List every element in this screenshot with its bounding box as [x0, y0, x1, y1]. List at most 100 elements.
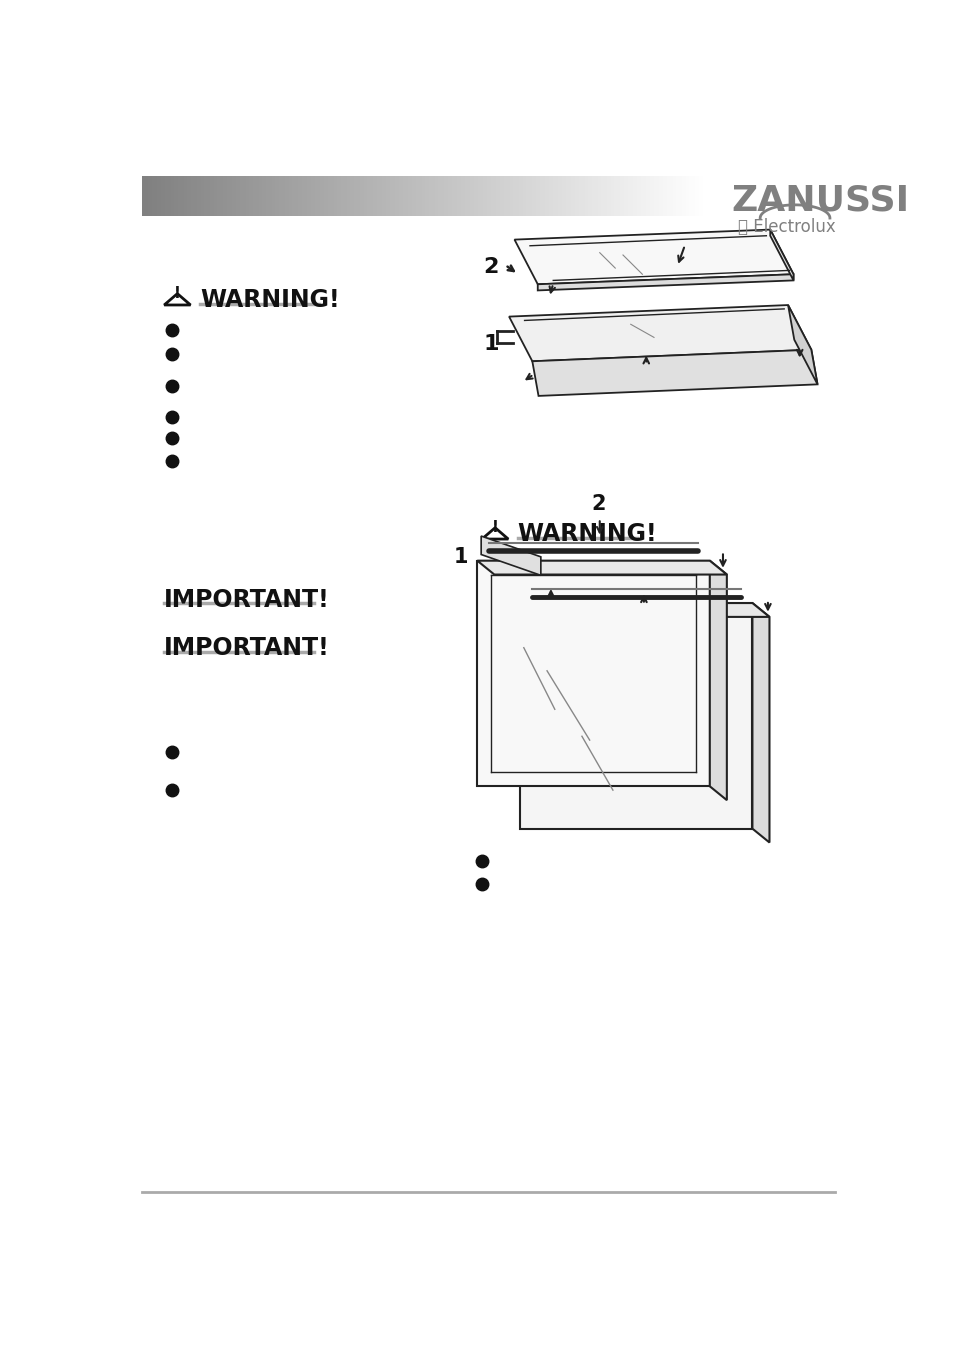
- Bar: [352, 176, 354, 217]
- Bar: [679, 176, 681, 217]
- Bar: [251, 176, 253, 217]
- Polygon shape: [519, 603, 752, 829]
- Bar: [191, 176, 193, 217]
- Bar: [546, 176, 548, 217]
- Bar: [520, 176, 522, 217]
- Bar: [150, 176, 152, 217]
- Bar: [412, 176, 414, 217]
- Bar: [660, 176, 662, 217]
- Bar: [548, 176, 550, 217]
- Bar: [202, 176, 204, 217]
- Bar: [334, 176, 335, 217]
- Text: WARNING!: WARNING!: [517, 522, 657, 546]
- Bar: [491, 176, 492, 217]
- Bar: [161, 176, 163, 217]
- Bar: [456, 176, 458, 217]
- Text: ZANUSSI: ZANUSSI: [731, 183, 908, 217]
- Bar: [474, 176, 476, 217]
- Polygon shape: [476, 561, 709, 786]
- Bar: [231, 176, 233, 217]
- Bar: [146, 176, 148, 217]
- Bar: [681, 176, 683, 217]
- Text: !: !: [173, 286, 181, 301]
- Bar: [340, 176, 342, 217]
- Bar: [543, 176, 544, 217]
- Bar: [501, 176, 503, 217]
- Bar: [193, 176, 194, 217]
- Bar: [243, 176, 245, 217]
- Bar: [561, 176, 563, 217]
- Bar: [451, 176, 453, 217]
- Bar: [373, 176, 375, 217]
- Bar: [355, 176, 357, 217]
- Bar: [472, 176, 474, 217]
- Bar: [550, 176, 552, 217]
- Bar: [266, 176, 268, 217]
- Bar: [614, 176, 616, 217]
- Bar: [294, 176, 295, 217]
- Text: !: !: [491, 520, 498, 535]
- Bar: [262, 176, 264, 217]
- Bar: [221, 176, 223, 217]
- Bar: [427, 176, 429, 217]
- Bar: [513, 176, 515, 217]
- Bar: [408, 176, 410, 217]
- Bar: [492, 176, 494, 217]
- Bar: [233, 176, 234, 217]
- Polygon shape: [509, 305, 810, 362]
- Bar: [419, 176, 421, 217]
- Bar: [616, 176, 618, 217]
- Text: ⓔ Electrolux: ⓔ Electrolux: [737, 218, 835, 236]
- Bar: [344, 176, 346, 217]
- Bar: [404, 176, 406, 217]
- Bar: [447, 176, 449, 217]
- Bar: [258, 176, 260, 217]
- Bar: [558, 176, 559, 217]
- Bar: [204, 176, 206, 217]
- Bar: [464, 176, 466, 217]
- Bar: [435, 176, 436, 217]
- Bar: [339, 176, 340, 217]
- Bar: [567, 176, 569, 217]
- Bar: [213, 176, 215, 217]
- Bar: [285, 176, 287, 217]
- Bar: [283, 176, 285, 217]
- Bar: [539, 176, 541, 217]
- Bar: [639, 176, 640, 217]
- Bar: [517, 176, 518, 217]
- Bar: [272, 176, 274, 217]
- Bar: [239, 176, 241, 217]
- Bar: [174, 176, 176, 217]
- Bar: [528, 176, 530, 217]
- Polygon shape: [532, 350, 817, 396]
- Bar: [436, 176, 438, 217]
- Bar: [229, 176, 231, 217]
- Bar: [598, 176, 600, 217]
- Bar: [200, 176, 202, 217]
- Bar: [631, 176, 633, 217]
- Bar: [380, 176, 382, 217]
- Bar: [144, 176, 146, 217]
- Bar: [670, 176, 672, 217]
- Bar: [410, 176, 412, 217]
- Bar: [378, 176, 380, 217]
- Bar: [522, 176, 524, 217]
- Bar: [518, 176, 520, 217]
- Bar: [586, 176, 588, 217]
- Bar: [270, 176, 272, 217]
- Bar: [441, 176, 443, 217]
- Bar: [365, 176, 367, 217]
- Bar: [698, 176, 700, 217]
- Bar: [363, 176, 365, 217]
- Bar: [241, 176, 243, 217]
- Bar: [178, 176, 180, 217]
- Bar: [301, 176, 303, 217]
- Bar: [466, 176, 468, 217]
- Bar: [367, 176, 369, 217]
- Polygon shape: [752, 603, 769, 843]
- Bar: [417, 176, 419, 217]
- Text: WARNING!: WARNING!: [199, 289, 339, 312]
- Bar: [157, 176, 159, 217]
- Bar: [212, 176, 213, 217]
- Bar: [234, 176, 236, 217]
